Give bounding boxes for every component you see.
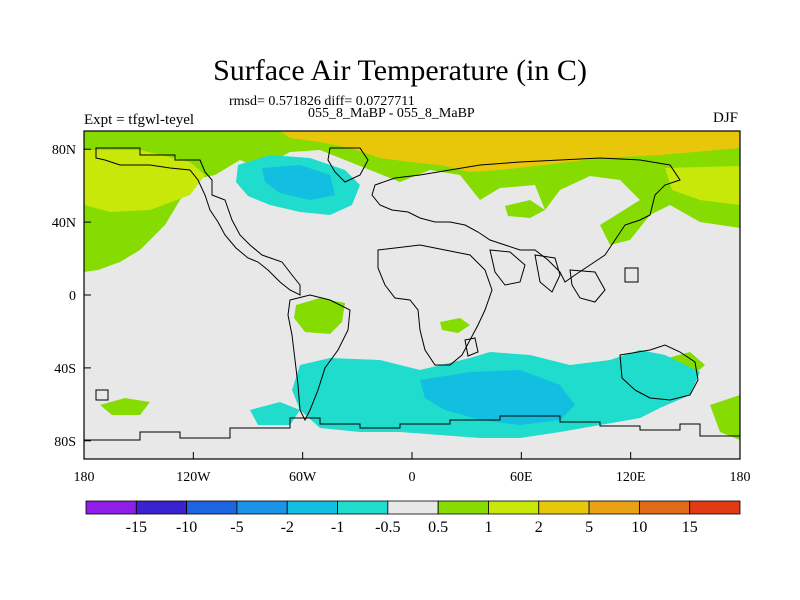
colorbar-label: 2 [535,519,543,536]
colorbar-label: 0.5 [428,519,448,536]
region-north-atlantic-blue [262,165,335,200]
y-tick-label: 40S [54,362,76,377]
outline-japan [624,267,639,283]
region-southern-ocean-west [250,402,300,425]
stats-line: rmsd= 0.571826 diff= 0.0727711 [229,94,415,109]
region-north-pacific [84,150,205,212]
colorbar-label: 10 [631,519,647,536]
outline-south-america [287,294,351,422]
region-southern-ocean-east [615,356,662,382]
colorbar: -15 -10 -5 -2 -1 -0.5 0.5 1 2 5 10 15 [85,500,741,536]
x-tick-label: 60W [289,470,317,485]
colorbar-swatch [588,500,640,515]
outline-eurasia [371,157,681,283]
experiment-label: Expt = tfgwl-teyel [84,112,195,128]
colorbar-swatch [437,500,489,515]
outline-pacific-island [95,389,109,401]
colorbar-swatch [387,500,439,515]
region-north-pacific-east [665,166,740,205]
colorbar-label: -1 [331,519,344,536]
region-arctic-yellow [280,131,740,172]
x-tick-label: 180 [74,470,95,485]
colorbar-swatch [85,500,137,515]
colorbar-label: 1 [484,519,492,536]
x-tick-label: 120W [176,470,211,485]
region-east-pacific-green [710,395,740,440]
x-tick-label: 120E [616,470,646,485]
colorbar-label: -0.5 [375,519,400,536]
colorbar-swatch [638,500,691,515]
contour-fills [84,131,740,440]
region-indian-green [440,318,470,333]
region-arctic-green [84,131,740,272]
colorbar-label: -15 [126,519,147,536]
outline-antarctica [84,415,740,441]
outline-africa [377,244,493,366]
y-tick-label: 40N [52,216,76,231]
outline-madagascar [464,337,479,357]
comparison-label: 055_8_MaBP - 055_8_MaBP [308,106,475,121]
region-south-atlantic-green [294,298,345,334]
colorbar-label: 5 [585,519,593,536]
region-southern-ocean-blue [420,370,575,425]
season-label: DJF [712,110,738,126]
colorbar-swatch [135,500,188,515]
outline-arabia [489,249,526,286]
colorbar-label: 15 [682,519,698,536]
colorbar-swatch [538,500,590,515]
outline-greenland [327,147,369,183]
y-tick-label: 80S [54,435,76,450]
x-tick-label: 180 [730,470,751,485]
continent-outlines [84,147,740,441]
outline-se-asia [569,269,606,303]
colorbar-swatch [689,500,741,515]
y-tick-label: 80N [52,143,76,158]
colorbar-label: -5 [230,519,243,536]
x-tick-label: 0 [409,470,416,485]
region-pacific-green [100,398,150,415]
region-siberia-green [505,200,545,218]
y-axis: 80N 40N 0 40S 80S [52,143,91,450]
colorbar-swatch [236,500,288,515]
colorbar-swatch [186,500,238,515]
outline-india [534,254,561,293]
outline-australia [619,344,699,401]
chart-title: Surface Air Temperature (in C) [213,54,587,87]
colorbar-swatch [488,500,540,515]
colorbar-swatch [286,500,338,515]
x-axis: 180 120W 60W 0 60E 120E 180 [74,452,751,485]
outline-north-america [95,147,301,296]
y-tick-label: 0 [69,289,76,304]
colorbar-label: -10 [176,519,197,536]
colorbar-swatch [337,500,389,515]
colorbar-label: -2 [281,519,294,536]
x-tick-label: 60E [510,470,533,485]
